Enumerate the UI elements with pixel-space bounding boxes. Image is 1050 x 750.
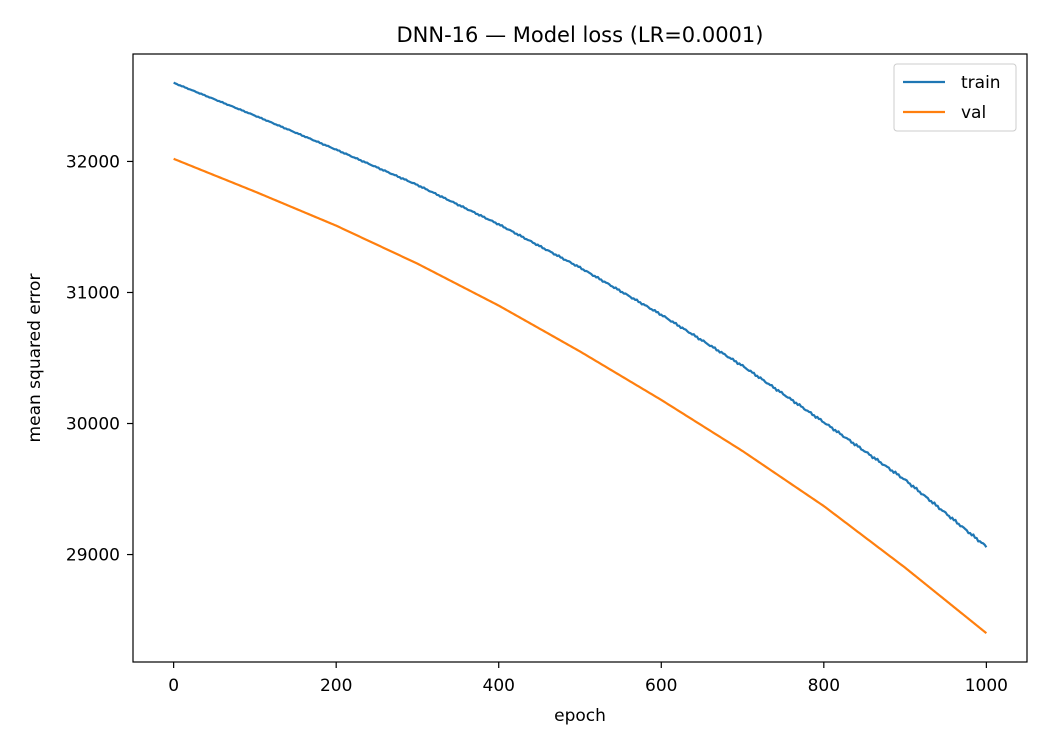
y-tick-label-0: 29000 xyxy=(66,546,120,566)
y-axis-ticks: 29000 30000 31000 32000 xyxy=(66,152,133,566)
series-layer xyxy=(173,81,988,635)
x-tick-label-3: 600 xyxy=(645,676,677,696)
series-line-val xyxy=(173,157,988,635)
x-tick-label-5: 1000 xyxy=(965,676,1008,696)
legend-box xyxy=(893,63,1017,132)
x-tick-label-0: 0 xyxy=(168,676,179,696)
y-tick-label-3: 32000 xyxy=(66,152,120,172)
x-tick-label-1: 200 xyxy=(320,676,352,696)
series-line-train xyxy=(173,81,988,548)
axes-frame xyxy=(132,53,1028,663)
legend: train val xyxy=(893,63,1017,132)
x-tick-label-4: 800 xyxy=(808,676,840,696)
x-axis-ticks: 0 200 400 600 800 1000 xyxy=(168,662,1008,696)
x-tick-label-2: 400 xyxy=(483,676,515,696)
y-tick-label-2: 31000 xyxy=(66,283,120,303)
plot-area: 0 200 400 600 800 1000 29000 30000 31000 32000 xyxy=(66,53,1028,696)
y-tick-label-1: 30000 xyxy=(66,415,120,435)
chart-title: DNN-16 — Model loss (LR=0.0001) xyxy=(397,23,764,47)
legend-label-val: val xyxy=(961,103,986,123)
x-axis-label: epoch xyxy=(554,706,606,726)
y-axis-label: mean squared error xyxy=(25,274,45,443)
legend-label-train: train xyxy=(961,73,1001,93)
